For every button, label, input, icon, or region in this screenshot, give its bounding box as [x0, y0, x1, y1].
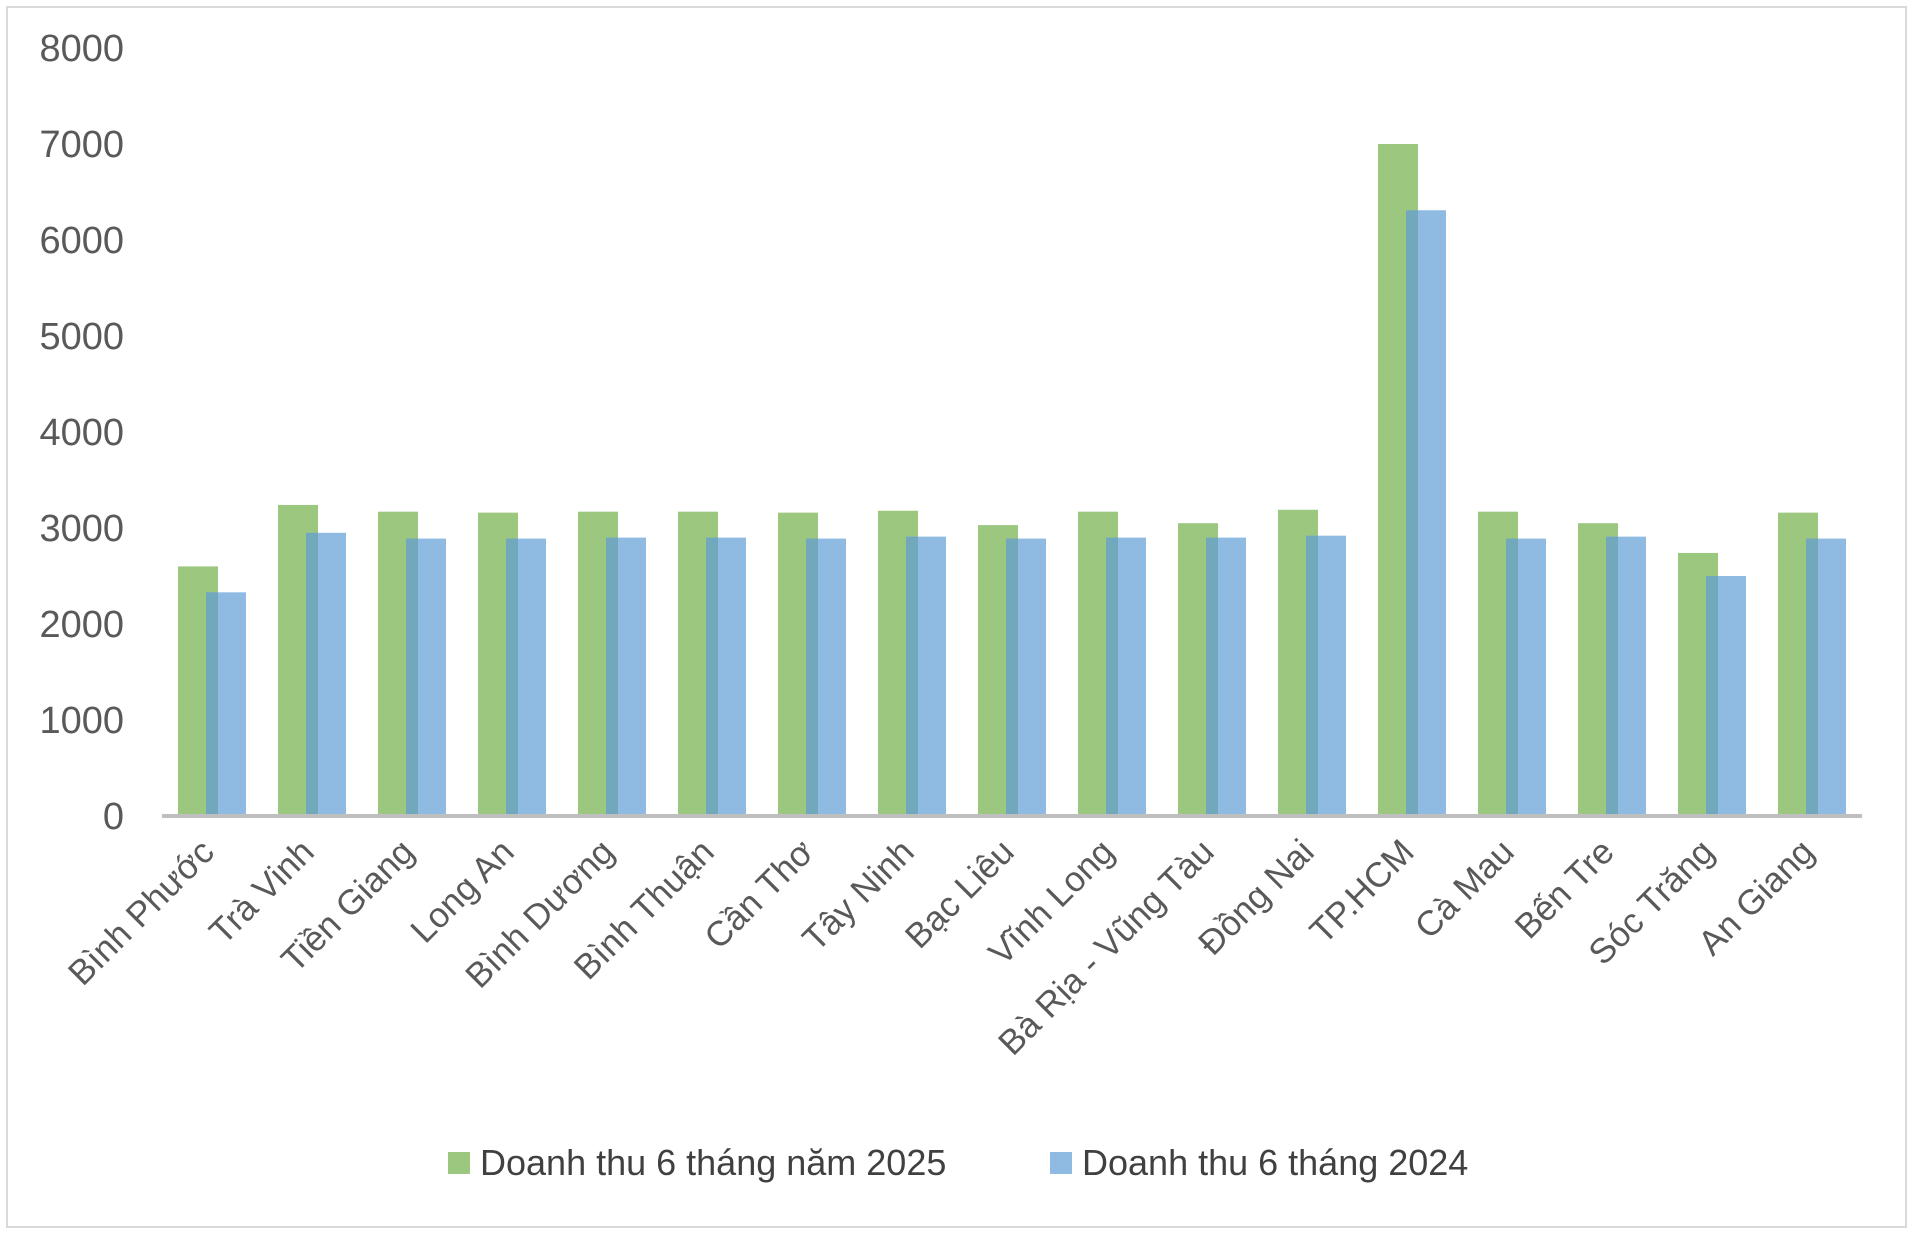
- x-tick-label: Bình Phước: [61, 832, 222, 993]
- y-tick-label: 1000: [39, 700, 124, 742]
- x-tick-label: Tây Ninh: [795, 832, 922, 959]
- bar-overlap: [806, 538, 818, 816]
- bar-overlap: [406, 538, 418, 816]
- y-tick-label: 5000: [39, 316, 124, 358]
- bar-overlap: [1706, 576, 1718, 816]
- bar-overlap: [206, 592, 218, 816]
- bar-overlap: [1206, 537, 1218, 816]
- bar-overlap: [606, 537, 618, 816]
- y-tick-label: 0: [103, 796, 124, 838]
- y-tick-label: 2000: [39, 604, 124, 646]
- legend-label: Doanh thu 6 tháng năm 2025: [480, 1142, 946, 1183]
- y-tick-label: 3000: [39, 508, 124, 550]
- bar-overlap: [1606, 536, 1618, 816]
- y-tick-label: 8000: [39, 28, 124, 70]
- bar-overlap: [1306, 535, 1318, 816]
- bar-overlap: [1106, 537, 1118, 816]
- y-tick-label: 4000: [39, 412, 124, 454]
- bar-overlap: [506, 538, 518, 816]
- bar-overlap: [306, 532, 318, 816]
- legend-swatch: [1050, 1152, 1072, 1174]
- bar-overlap: [1806, 538, 1818, 816]
- x-tick-label: TP.HCM: [1302, 832, 1421, 951]
- legend-swatch: [448, 1152, 470, 1174]
- bar-overlap: [706, 537, 718, 816]
- bar-overlap: [1006, 538, 1018, 816]
- bar-overlap: [1506, 538, 1518, 816]
- bar-overlap: [1406, 210, 1418, 817]
- y-tick-label: 6000: [39, 220, 124, 262]
- x-tick-label: Cà Mau: [1407, 832, 1521, 946]
- y-tick-label: 7000: [39, 124, 124, 166]
- legend-label: Doanh thu 6 tháng 2024: [1082, 1142, 1468, 1183]
- bar-overlap: [906, 536, 918, 816]
